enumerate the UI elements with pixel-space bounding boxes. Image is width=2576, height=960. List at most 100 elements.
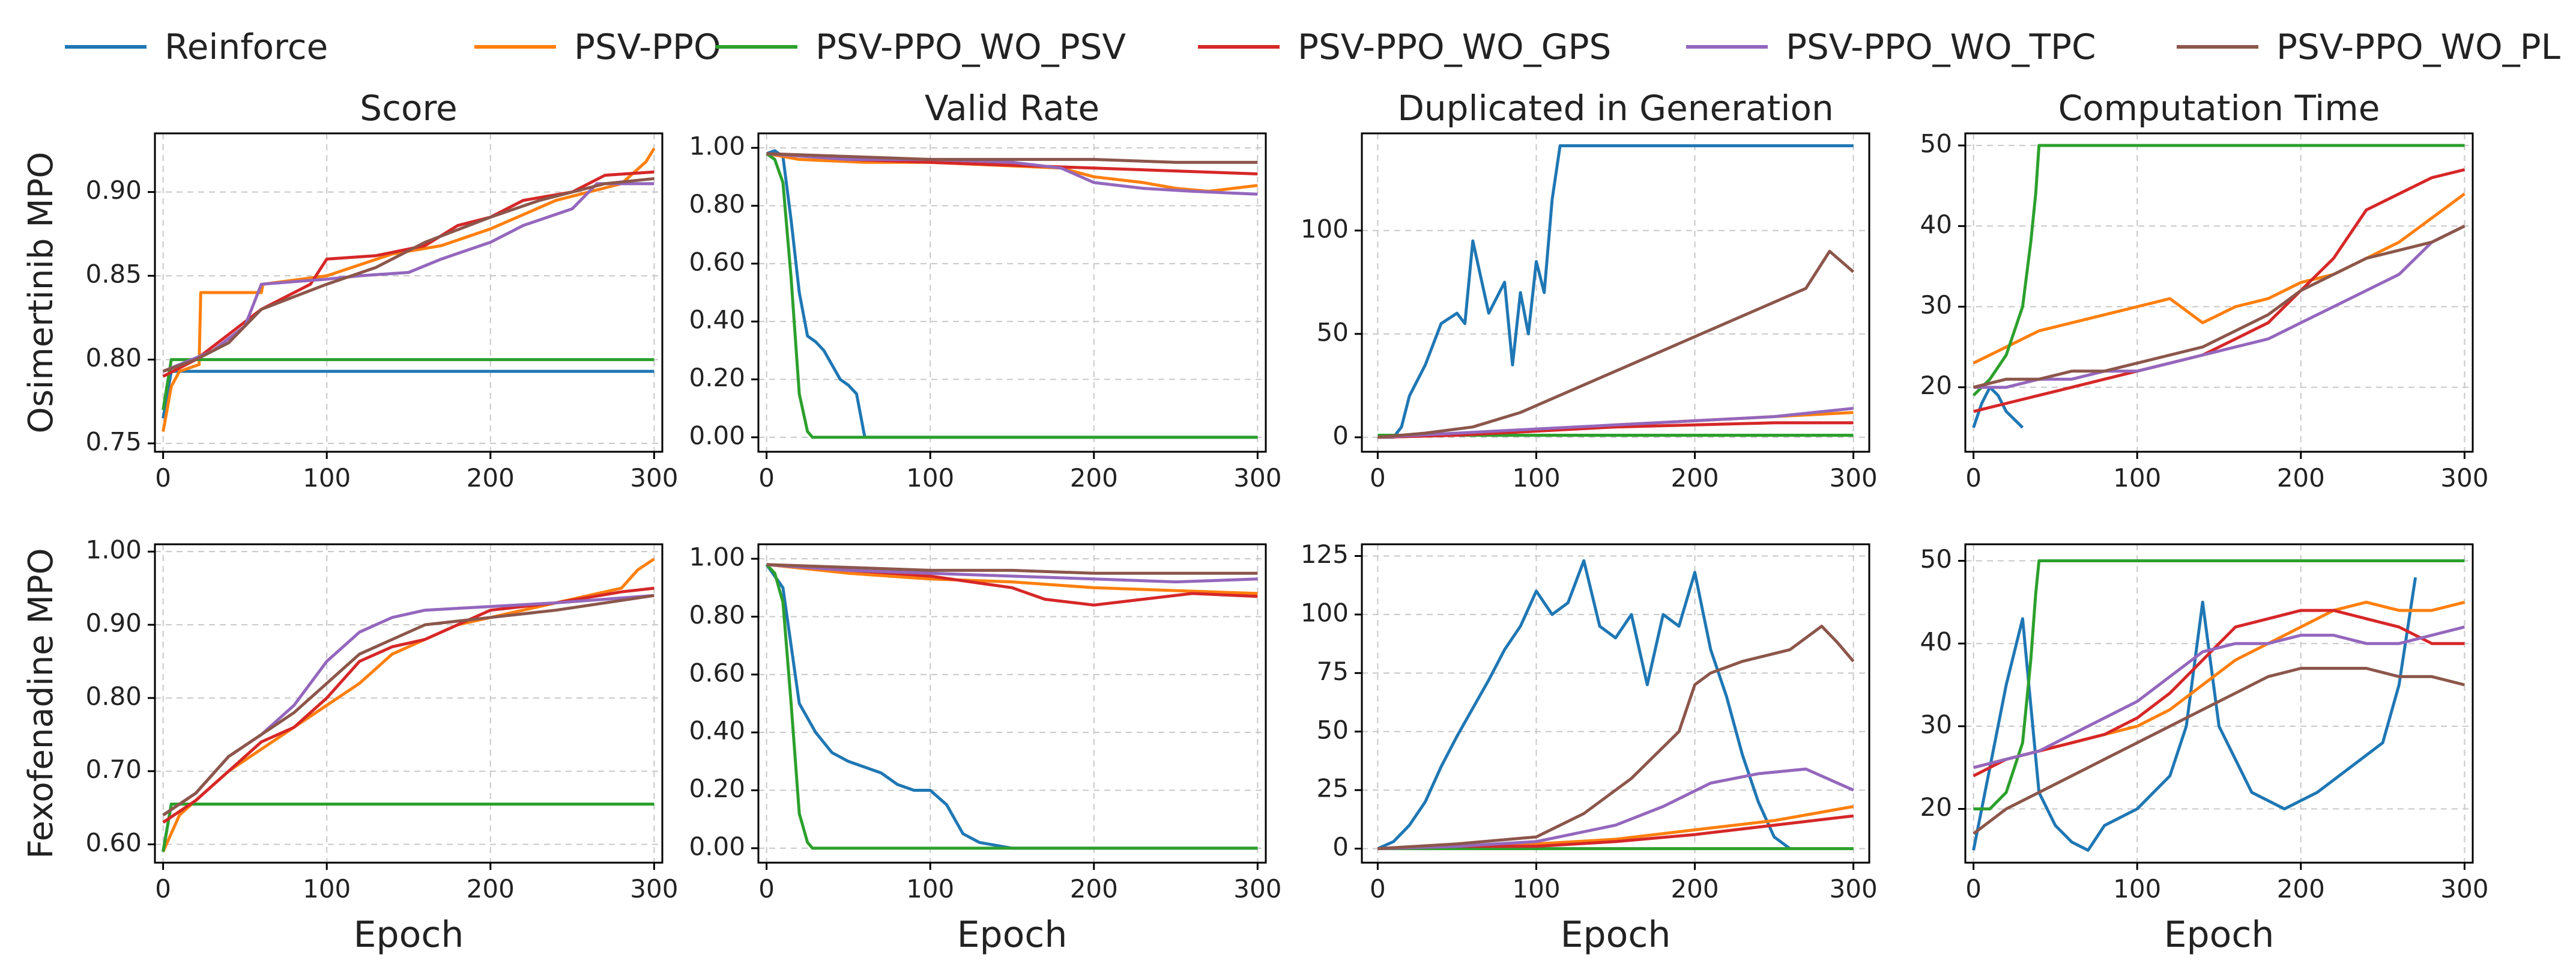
legend-swatch xyxy=(474,45,556,49)
x-tick-label: 300 xyxy=(1830,874,1878,904)
y-tick-label: 30 xyxy=(1920,290,1952,320)
series-line xyxy=(765,564,1258,850)
subplot: 0 100 200 300 0 50 100 Duplicated in Generation xyxy=(1301,88,1878,493)
subplot: 0 100 200 300 0.75 0.80 0.85 0.90 Score xyxy=(85,88,678,493)
legend-item: PSV-PPO_WO_GPS xyxy=(1198,11,1611,83)
series-group xyxy=(1972,559,2466,852)
series-group xyxy=(1377,559,1855,851)
y-tick-label: 0.80 xyxy=(85,343,142,372)
series-group xyxy=(1377,144,1855,439)
legend-swatch xyxy=(1198,45,1280,49)
subplot-title: Duplicated in Generation xyxy=(1397,88,1833,129)
subplot: 0 100 200 300 0 25 50 75 100 125 Epoch xyxy=(1301,539,1878,956)
y-tick-label: 0.80 xyxy=(85,681,142,711)
y-tick-label: 0.85 xyxy=(85,260,142,289)
x-axis-label: Epoch xyxy=(957,914,1068,956)
series-line xyxy=(1972,386,2024,429)
y-tick-label: 0.75 xyxy=(85,427,142,457)
series-line xyxy=(1973,168,2465,413)
y-tick-label: 0.20 xyxy=(689,363,745,392)
series-line xyxy=(162,170,655,378)
series-line xyxy=(766,152,1258,164)
series-line xyxy=(1377,407,1854,439)
series-line xyxy=(162,358,655,410)
series-line xyxy=(162,803,655,852)
y-tick-label: 0.70 xyxy=(85,755,142,784)
y-tick-label: 0.80 xyxy=(689,189,745,219)
series-line xyxy=(766,563,1258,595)
x-tick-label: 100 xyxy=(906,463,954,493)
x-tick-label: 200 xyxy=(467,463,515,493)
legend-swatch xyxy=(1686,45,1768,49)
series-line xyxy=(1973,225,2466,389)
y-tick-label: 1.00 xyxy=(689,132,745,161)
series-line xyxy=(1377,559,1791,850)
series-line xyxy=(162,594,655,816)
y-tick-label: 0.60 xyxy=(85,828,142,857)
series-line xyxy=(766,152,1258,196)
series-line xyxy=(766,563,1258,575)
y-tick-label: 0.00 xyxy=(689,421,745,450)
legend-label: PSV-PPO_WO_PL xyxy=(2276,26,2560,67)
x-tick-label: 100 xyxy=(303,874,351,904)
y-tick-label: 50 xyxy=(1920,129,1952,159)
series-line xyxy=(1973,625,2466,770)
y-tick-label: 1.00 xyxy=(689,542,745,572)
series-line xyxy=(1377,624,1855,851)
x-tick-label: 200 xyxy=(1670,874,1719,904)
row-label: Fexofenadine MPO xyxy=(22,548,61,858)
subplot-title: Computation Time xyxy=(2058,88,2380,129)
series-group xyxy=(765,563,1258,850)
series-line xyxy=(1973,600,2466,770)
x-axis-label: Epoch xyxy=(2164,914,2275,956)
subplot: 0 100 200 300 0.00 0.20 0.40 0.60 0.80 1.00 Epoch xyxy=(689,542,1281,956)
x-tick-label: 0 xyxy=(1965,463,1982,493)
series-line xyxy=(1973,225,2466,389)
y-tick-label: 40 xyxy=(1920,210,1952,239)
series-line xyxy=(162,586,655,824)
series-line xyxy=(162,182,655,373)
axes-frame xyxy=(757,132,1267,453)
x-tick-label: 300 xyxy=(630,874,678,904)
legend-label: PSV-PPO xyxy=(574,26,721,67)
y-tick-label: 100 xyxy=(1301,214,1349,243)
legend-label: PSV-PPO_WO_PSV xyxy=(815,26,1126,67)
x-tick-label: 100 xyxy=(1512,463,1560,493)
y-tick-label: 0 xyxy=(1332,832,1349,861)
series-line xyxy=(1377,249,1855,439)
series-line xyxy=(1972,144,2465,396)
y-tick-label: 0.20 xyxy=(689,774,745,803)
y-tick-label: 0.90 xyxy=(85,175,142,205)
x-tick-label: 200 xyxy=(1070,874,1118,904)
x-tick-label: 200 xyxy=(2277,874,2325,904)
x-tick-label: 200 xyxy=(1670,463,1719,493)
x-tick-label: 200 xyxy=(2277,463,2325,493)
y-tick-label: 40 xyxy=(1920,627,1952,657)
x-tick-label: 100 xyxy=(1512,874,1560,904)
axes-frame xyxy=(1964,543,2474,864)
x-tick-label: 100 xyxy=(906,874,954,904)
y-tick-label: 30 xyxy=(1920,709,1952,739)
y-tick-label: 0.80 xyxy=(689,600,745,630)
series-line xyxy=(1973,667,2466,835)
y-tick-label: 0 xyxy=(1332,421,1349,450)
y-tick-label: 0.90 xyxy=(85,609,142,638)
x-tick-label: 100 xyxy=(2113,463,2161,493)
subplot-title: Valid Rate xyxy=(925,88,1099,129)
subplot: 0 100 200 300 0.60 0.70 0.80 0.90 1.00 Epoch xyxy=(85,535,678,956)
x-tick-label: 0 xyxy=(1965,874,1982,904)
axes-frame xyxy=(757,543,1267,864)
y-tick-label: 50 xyxy=(1317,317,1349,347)
series-line xyxy=(162,369,655,419)
y-tick-label: 50 xyxy=(1920,544,1952,574)
axes-frame xyxy=(1964,132,2474,453)
x-tick-label: 100 xyxy=(2113,874,2161,904)
x-tick-label: 300 xyxy=(1233,463,1281,493)
series-line xyxy=(1377,421,1854,439)
series-line xyxy=(1973,609,2465,777)
y-tick-label: 100 xyxy=(1301,598,1349,627)
x-tick-label: 0 xyxy=(1370,463,1386,493)
y-tick-label: 0.00 xyxy=(689,831,745,861)
legend-swatch xyxy=(716,45,797,49)
